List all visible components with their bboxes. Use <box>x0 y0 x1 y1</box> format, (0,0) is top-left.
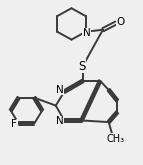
Text: N: N <box>56 116 64 126</box>
Text: O: O <box>116 17 124 27</box>
Text: S: S <box>79 60 86 72</box>
Text: N: N <box>83 28 90 38</box>
Text: CH₃: CH₃ <box>107 134 125 144</box>
Text: N: N <box>56 85 64 95</box>
Text: F: F <box>11 119 17 129</box>
